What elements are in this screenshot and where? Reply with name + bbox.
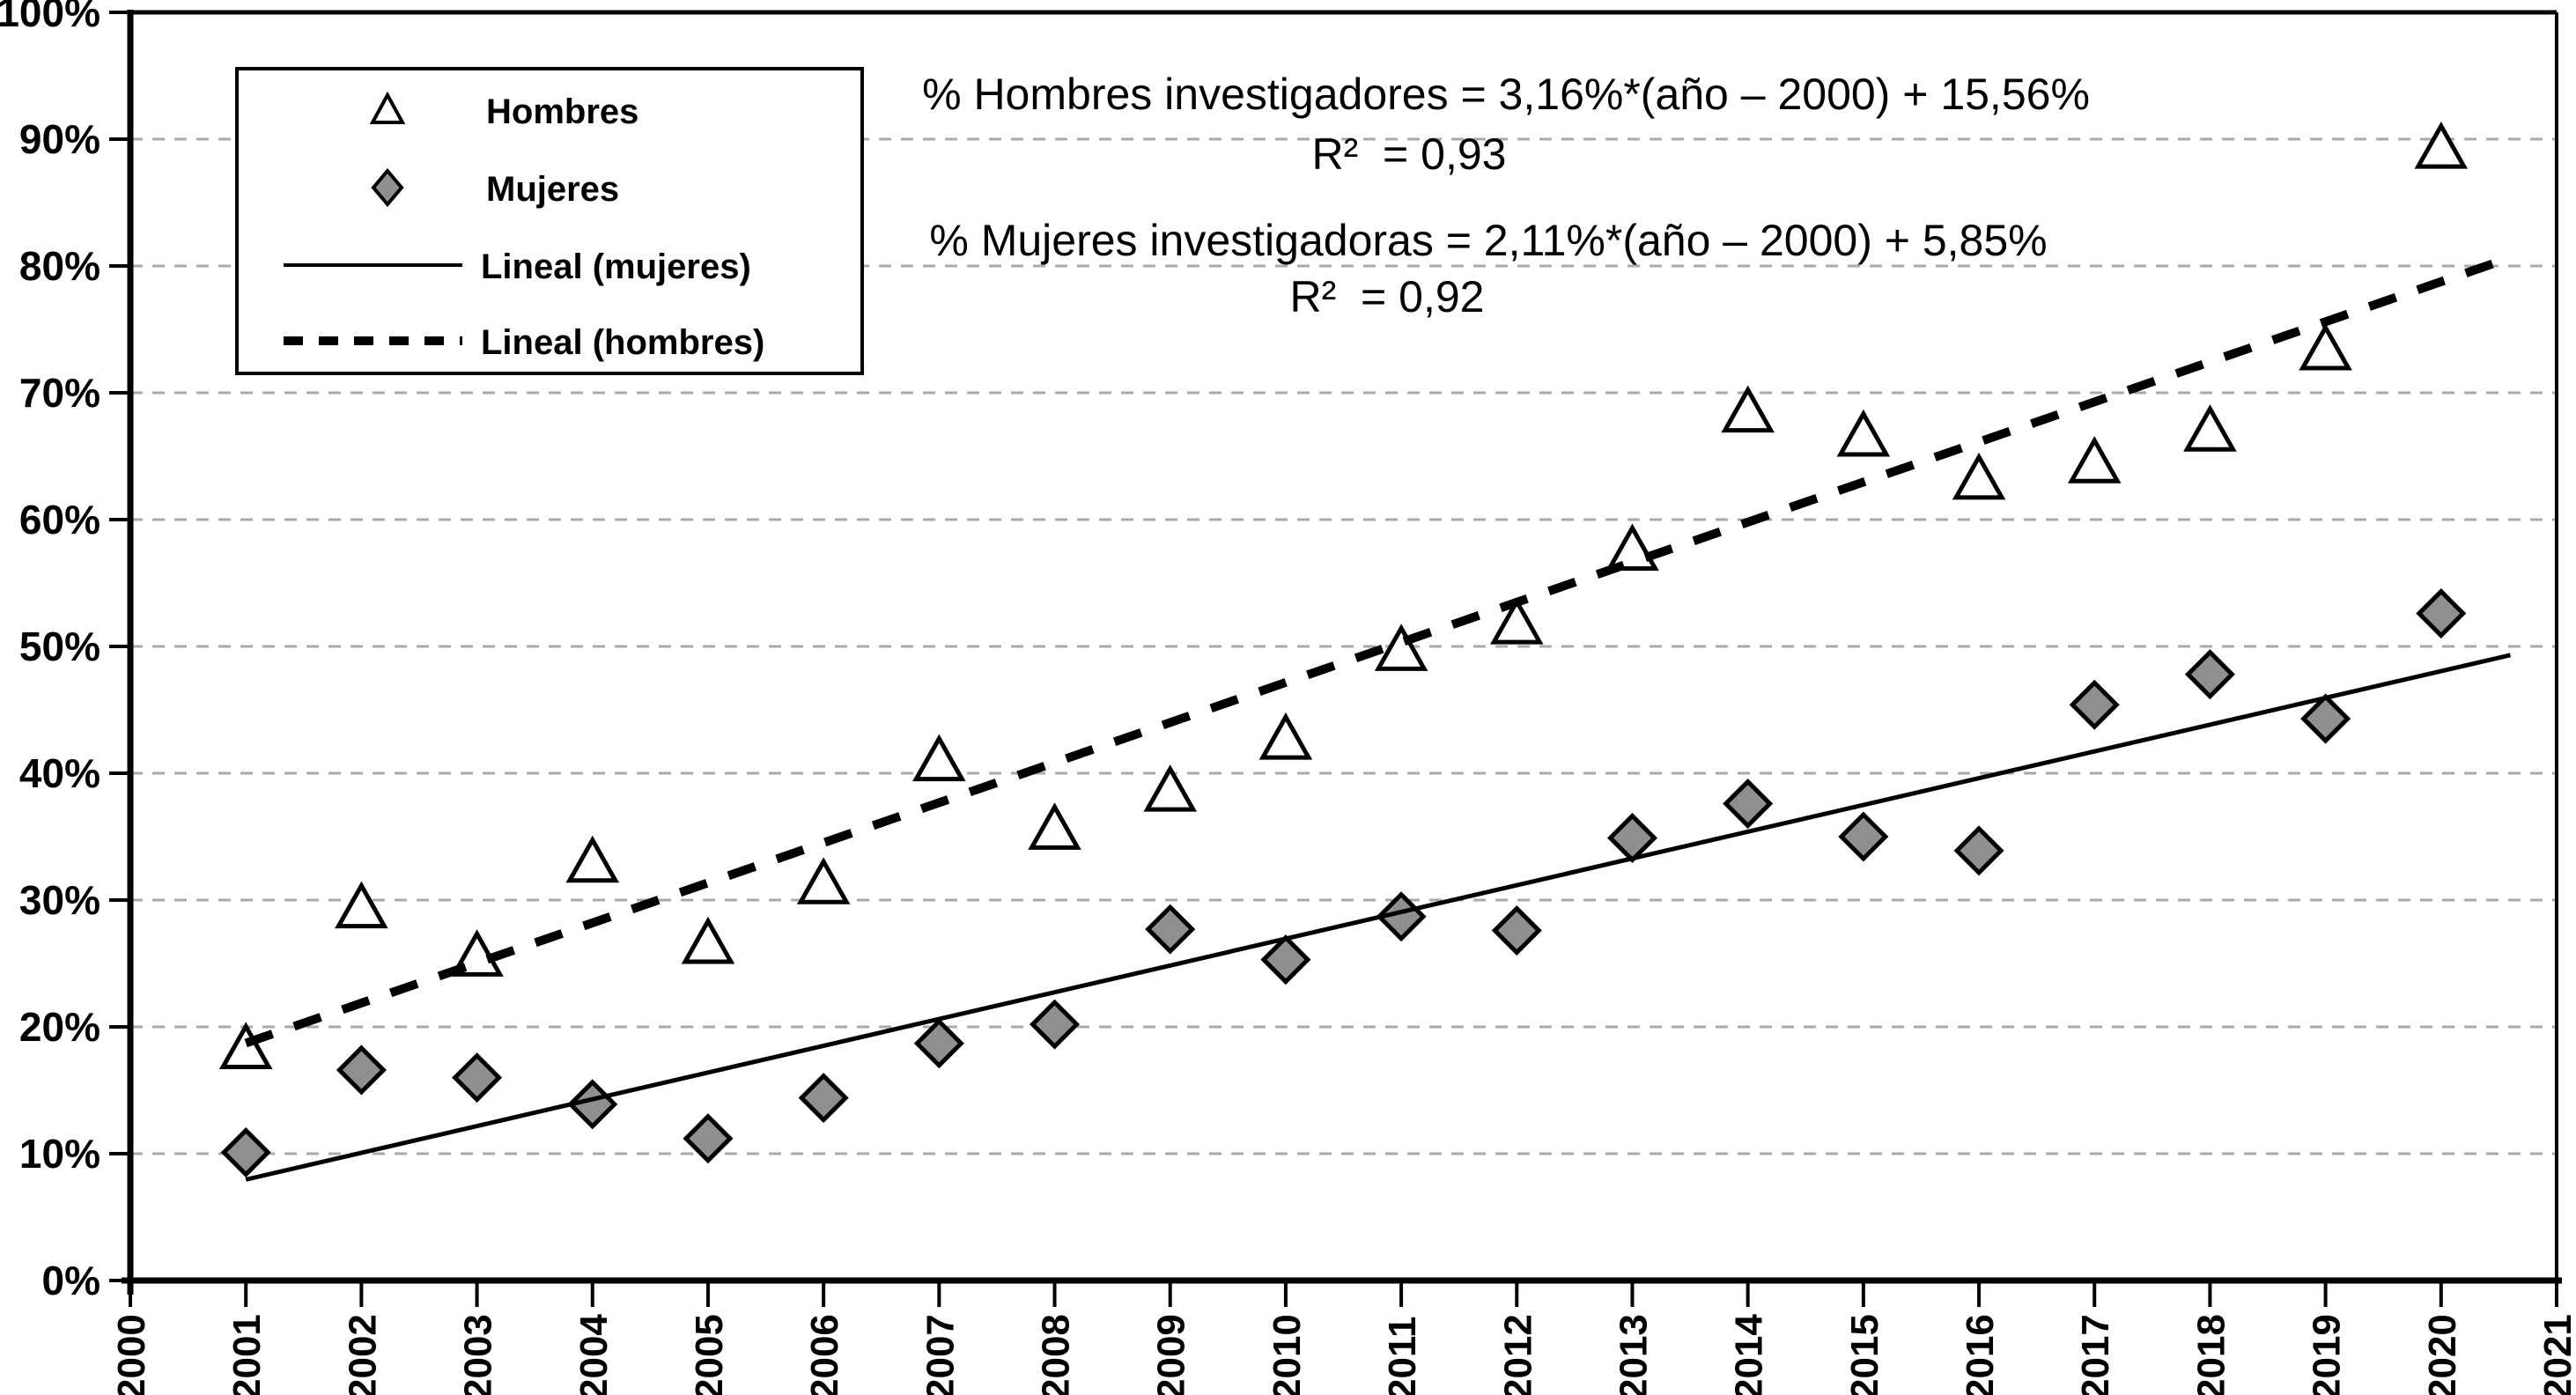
marker-mujeres-2005 (683, 1113, 734, 1164)
marker-mujeres-2003 (452, 1052, 503, 1103)
marker-hombres-2014 (1721, 385, 1775, 433)
y-tick-label-80: 80% (19, 243, 100, 289)
marker-hombres-2004 (565, 835, 620, 883)
x-tick-label-2002: 2002 (341, 1314, 384, 1395)
x-tick-label-2012: 2012 (1496, 1314, 1539, 1395)
y-tick-label-10: 10% (19, 1131, 100, 1177)
marker-hombres-2008 (1028, 802, 1081, 850)
marker-mujeres-2016 (1953, 825, 2004, 876)
marker-mujeres-2008 (1029, 999, 1081, 1050)
y-tick-label-30: 30% (19, 877, 100, 923)
x-tick-label-2016: 2016 (1959, 1314, 2002, 1395)
marker-hombres-2020 (2414, 121, 2469, 169)
legend-label-lineal-mujeres: Lineal (mujeres) (481, 247, 751, 286)
marker-hombres-2003 (450, 929, 504, 977)
marker-mujeres-2006 (798, 1073, 849, 1124)
marker-mujeres-2009 (1145, 904, 1196, 955)
y-tick-label-90: 90% (19, 116, 100, 162)
marker-mujeres-2010 (1260, 934, 1311, 985)
x-tick-label-2009: 2009 (1150, 1314, 1193, 1395)
y-tick-label-100: 100% (0, 0, 100, 35)
legend-frame (235, 67, 864, 375)
equation-mujeres: % Mujeres investigadoras = 2,11%*(año – … (929, 216, 2047, 265)
equation-hombres: % Hombres investigadores = 3,16%*(año – … (922, 70, 2090, 119)
x-tick-label-2001: 2001 (225, 1314, 269, 1395)
y-tick-label-60: 60% (19, 497, 100, 542)
marker-hombres-2012 (1489, 596, 1544, 645)
x-tick-label-2013: 2013 (1612, 1314, 1655, 1395)
x-tick-label-2007: 2007 (919, 1314, 962, 1395)
marker-hombres-2007 (912, 734, 966, 782)
x-tick-label-2010: 2010 (1266, 1314, 1309, 1395)
marker-hombres-2019 (2299, 322, 2352, 371)
marker-mujeres-2020 (2416, 588, 2467, 639)
x-tick-label-2014: 2014 (1728, 1314, 1771, 1395)
y-tick-label-20: 20% (19, 1004, 100, 1050)
x-tick-label-2018: 2018 (2189, 1314, 2233, 1395)
marker-hombres-2002 (335, 881, 388, 929)
legend-box: Hombres Mujeres Lineal (mujeres) Lineal … (235, 67, 864, 375)
trendlines-layer (244, 253, 2513, 1182)
marker-hombres-2011 (1374, 624, 1428, 671)
x-tick-label-2000: 2000 (110, 1314, 153, 1395)
y-tick-label-70: 70% (19, 370, 100, 416)
y-tick-label-0: 0% (42, 1258, 100, 1303)
legend-triangle-icon (369, 91, 406, 124)
marker-mujeres-2012 (1491, 905, 1542, 956)
x-tick-label-2020: 2020 (2421, 1314, 2464, 1395)
x-tick-label-2008: 2008 (1035, 1314, 1078, 1395)
marker-hombres-2010 (1258, 712, 1313, 760)
x-tick-label-2021: 2021 (2536, 1314, 2576, 1395)
r2-mujeres: R² = 0,92 (1290, 272, 1485, 321)
marker-hombres-2001 (218, 1022, 273, 1069)
x-tick-label-2006: 2006 (803, 1314, 846, 1395)
marker-mujeres-2002 (336, 1044, 387, 1096)
x-tick-label-2011: 2011 (1381, 1317, 1424, 1395)
y-tick-label-50: 50% (19, 624, 100, 669)
marker-mujeres-2019 (2300, 693, 2351, 744)
legend-label-lineal-hombres: Lineal (hombres) (481, 323, 764, 362)
marker-hombres-2018 (2183, 404, 2237, 452)
marker-hombres-2016 (1952, 452, 2006, 500)
trendline-hombres (244, 253, 2513, 1048)
marker-hombres-2005 (681, 916, 735, 964)
marker-hombres-2006 (796, 857, 851, 904)
marker-hombres-2013 (1605, 523, 1659, 572)
marker-mujeres-2018 (2184, 649, 2235, 700)
legend-diamond-icon (371, 167, 404, 208)
marker-hombres-2017 (2067, 436, 2122, 483)
axes-layer (109, 10, 2562, 1307)
r2-hombres: R² = 0,93 (1312, 129, 1507, 179)
marker-mujeres-2007 (913, 1018, 964, 1069)
marker-hombres-2009 (1143, 764, 1197, 812)
y-tick-label-40: 40% (19, 750, 100, 796)
legend-label-hombres: Hombres (486, 92, 638, 131)
x-tick-label-2015: 2015 (1843, 1314, 1886, 1395)
x-tick-label-2017: 2017 (2074, 1314, 2117, 1395)
x-tick-label-2004: 2004 (572, 1314, 616, 1395)
marker-mujeres-2014 (1723, 779, 1774, 830)
marker-mujeres-2015 (1838, 811, 1889, 862)
marker-mujeres-2001 (220, 1127, 271, 1178)
marker-hombres-2015 (1836, 409, 1891, 457)
x-tick-label-2019: 2019 (2306, 1314, 2349, 1395)
marker-mujeres-2017 (2069, 679, 2120, 730)
legend-label-mujeres: Mujeres (486, 170, 619, 209)
equations-block: % Hombres investigadores = 3,16%*(año – … (922, 70, 2090, 321)
x-tick-label-2003: 2003 (457, 1314, 500, 1395)
x-tick-label-2005: 2005 (688, 1314, 731, 1395)
data-markers-layer (218, 121, 2469, 1178)
trendline-mujeres (245, 653, 2512, 1182)
